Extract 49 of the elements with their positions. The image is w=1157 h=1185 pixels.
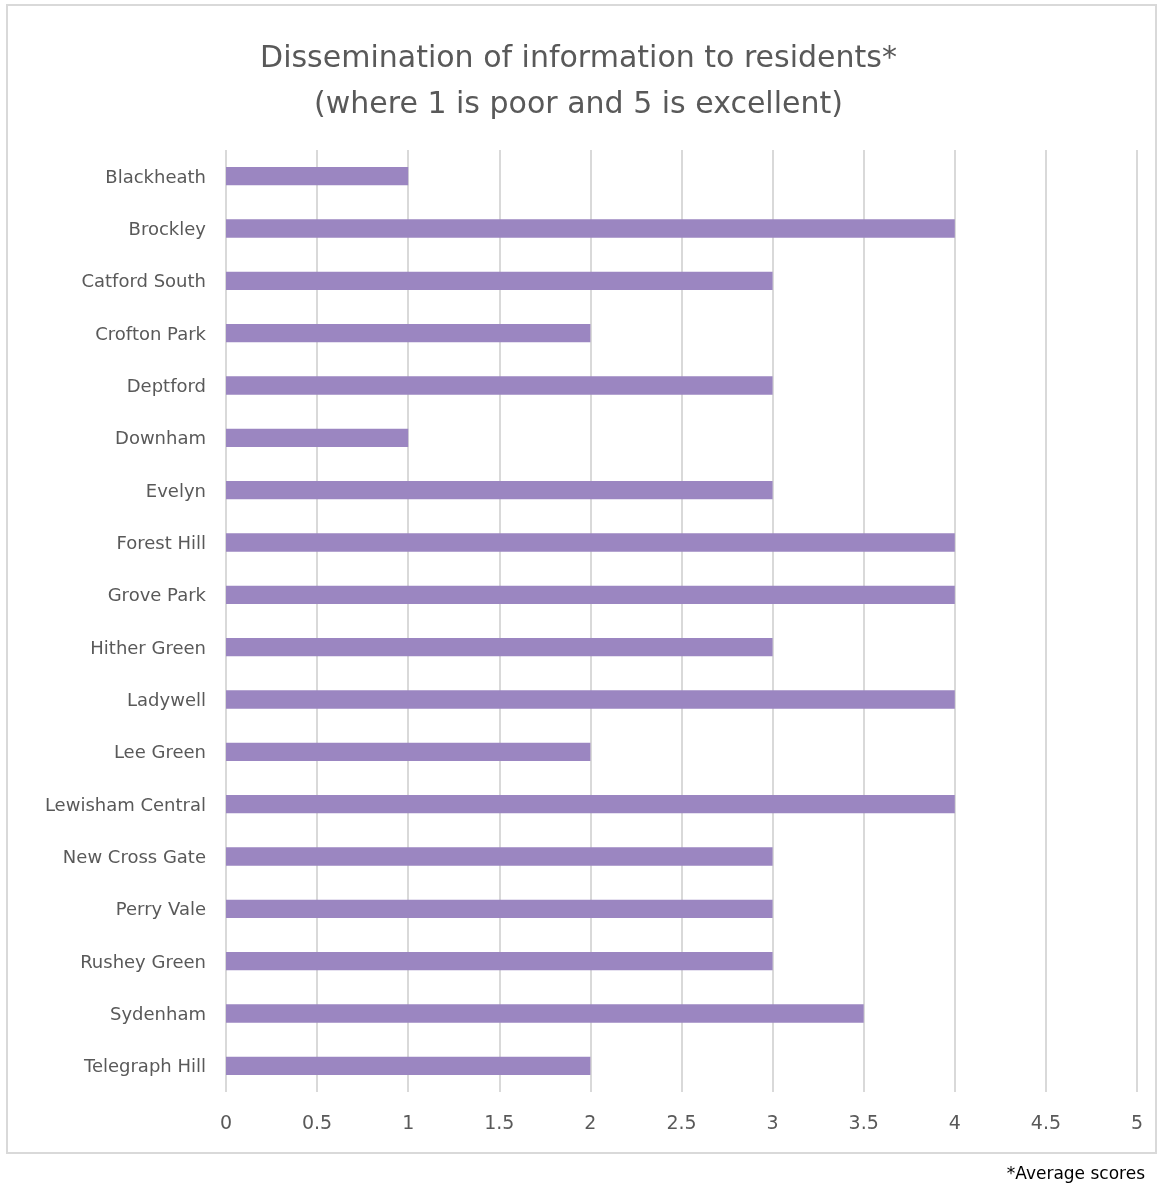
y-tick-label: Deptford xyxy=(126,375,206,396)
bar xyxy=(226,690,955,709)
y-tick-label: Downham xyxy=(115,427,206,449)
bar xyxy=(226,742,591,761)
x-tick-label: 0.5 xyxy=(301,1110,333,1133)
y-tick-label: Ladywell xyxy=(127,689,206,710)
x-tick-label: 1.5 xyxy=(484,1110,515,1133)
y-tick-label: Catford South xyxy=(81,270,206,292)
y-tick-label: Grove Park xyxy=(107,584,207,606)
bar xyxy=(226,847,773,866)
chart-title: Dissemination of information to residents* (where 1 is poor and 5 is excellent) xyxy=(260,38,897,120)
y-tick-label: Rushey Green xyxy=(80,950,206,972)
bar xyxy=(226,585,955,604)
y-tick-label: Evelyn xyxy=(145,479,206,501)
y-tick-label: Sydenham xyxy=(110,1003,206,1024)
bar xyxy=(226,219,955,238)
y-tick-label: Forest Hill xyxy=(116,532,206,553)
y-tick-label: Hither Green xyxy=(90,636,206,658)
y-tick-label: Crofton Park xyxy=(95,322,207,344)
bar xyxy=(226,952,773,971)
x-tick-label: 2.5 xyxy=(666,1110,697,1133)
y-tick-label: Brockley xyxy=(128,218,207,239)
bar xyxy=(226,1056,591,1075)
bar xyxy=(226,376,773,395)
bar xyxy=(226,533,955,552)
y-tick-label: Telegraph Hill xyxy=(82,1055,206,1077)
y-tick-label: New Cross Gate xyxy=(62,846,206,867)
bar xyxy=(226,324,591,343)
x-tick-label: 4.5 xyxy=(1030,1110,1062,1133)
bar xyxy=(226,481,773,500)
bar xyxy=(226,638,773,657)
x-tick-label: 2 xyxy=(584,1110,597,1133)
x-tick-label: 4 xyxy=(948,1110,961,1133)
y-tick-label: Lee Green xyxy=(113,741,206,763)
bar xyxy=(226,1004,864,1023)
y-tick-label: Perry Vale xyxy=(115,898,206,920)
x-tick-label: 3.5 xyxy=(848,1110,879,1133)
x-tick-label: 5 xyxy=(1130,1110,1144,1133)
bar xyxy=(226,167,409,186)
text: *Average scores xyxy=(1006,1162,1146,1183)
y-tick-label: Blackheath xyxy=(105,165,206,187)
x-tick-label: 3 xyxy=(766,1110,779,1133)
bar xyxy=(226,795,955,814)
bar xyxy=(226,428,409,447)
bar xyxy=(226,899,773,918)
bar xyxy=(226,271,773,290)
y-tick-label: Lewisham Central xyxy=(44,793,206,815)
x-tick-label: 0 xyxy=(219,1110,233,1133)
x-tick-label: 1 xyxy=(402,1110,415,1133)
